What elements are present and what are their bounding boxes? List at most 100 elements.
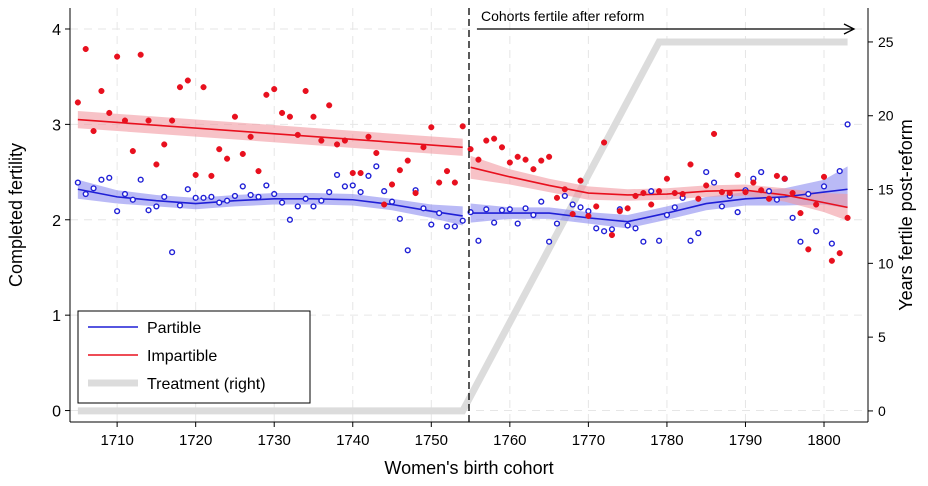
data-point	[357, 169, 364, 177]
data-point	[161, 141, 168, 148]
data-point	[671, 204, 678, 211]
data-point	[600, 228, 608, 235]
data-point	[137, 176, 144, 183]
data-point	[828, 240, 835, 247]
data-point	[506, 159, 513, 166]
data-point	[412, 190, 419, 197]
data-point	[310, 113, 317, 120]
data-point	[381, 201, 388, 208]
data-point	[286, 216, 294, 223]
data-point	[129, 196, 136, 203]
y2-tick-label: 15	[878, 182, 894, 198]
data-point	[695, 230, 702, 237]
data-point	[577, 204, 584, 211]
data-point	[483, 206, 490, 213]
data-point	[349, 169, 356, 177]
fit-line	[470, 166, 848, 209]
data-point	[553, 220, 561, 227]
data-point	[145, 117, 152, 124]
data-point	[302, 195, 309, 202]
data-point	[318, 137, 325, 144]
data-point	[514, 220, 521, 227]
data-point	[318, 197, 325, 204]
data-point	[593, 203, 600, 210]
data-point	[546, 238, 553, 245]
data-point	[286, 113, 293, 120]
data-point	[687, 237, 694, 244]
data-point	[844, 121, 851, 128]
data-point	[530, 166, 537, 173]
fit-line	[77, 188, 463, 217]
y2-tick-label: 25	[878, 34, 894, 50]
x-tick-label: 1760	[493, 432, 526, 449]
data-point	[404, 247, 411, 254]
data-point	[781, 175, 788, 182]
data-point	[475, 237, 482, 244]
data-point	[718, 203, 726, 210]
data-point	[569, 210, 576, 218]
y2-tick-label: 10	[878, 255, 894, 271]
data-point	[561, 186, 568, 193]
data-point	[836, 168, 843, 175]
data-point	[467, 146, 474, 153]
data-point	[381, 188, 388, 195]
data-point	[326, 102, 333, 109]
data-point	[805, 190, 812, 198]
data-point	[428, 124, 435, 131]
data-point	[396, 215, 403, 222]
data-point	[404, 157, 411, 164]
data-point	[216, 146, 223, 153]
data-point	[341, 183, 349, 190]
legend-label: Treatment (right)	[147, 376, 266, 393]
y-tick-label: 2	[52, 213, 61, 230]
data-point	[789, 190, 796, 197]
x-tick-label: 1800	[807, 432, 840, 449]
data-point	[640, 190, 647, 197]
y2-tick-label: 0	[878, 403, 886, 419]
data-point	[679, 190, 686, 198]
data-point	[750, 179, 757, 186]
data-point	[443, 223, 451, 230]
data-point	[765, 188, 773, 195]
x-tick-label: 1770	[572, 432, 605, 449]
data-point	[255, 168, 262, 175]
data-point	[577, 177, 584, 184]
data-point	[373, 149, 380, 157]
data-point	[695, 195, 702, 202]
data-point	[106, 174, 113, 181]
data-point	[797, 238, 804, 245]
data-point	[530, 211, 537, 219]
data-point	[742, 189, 749, 196]
data-point	[491, 219, 498, 226]
data-point	[624, 222, 631, 229]
y-tick-label: 1	[52, 308, 61, 325]
data-point	[703, 168, 710, 176]
data-point	[459, 217, 466, 224]
data-point	[601, 139, 608, 146]
data-point	[208, 172, 215, 179]
data-point	[451, 179, 458, 186]
data-point	[420, 205, 427, 212]
annotation: Cohorts fertile after reform	[481, 8, 644, 24]
data-point	[200, 194, 207, 201]
data-point	[710, 179, 718, 186]
data-point	[365, 172, 372, 179]
data-point	[624, 205, 631, 212]
data-point	[294, 131, 301, 138]
data-point	[553, 194, 561, 201]
data-point	[271, 190, 278, 198]
data-point	[436, 179, 443, 186]
data-point	[765, 195, 773, 202]
x-tick-label: 1790	[729, 432, 762, 449]
data-point	[663, 175, 670, 182]
data-point	[365, 133, 372, 140]
data-point	[436, 209, 443, 217]
data-point	[522, 156, 529, 163]
data-point	[820, 173, 828, 180]
legend-label: Impartible	[147, 348, 217, 365]
data-point	[310, 203, 317, 210]
data-point	[192, 194, 199, 201]
data-point	[538, 157, 545, 164]
data-point	[114, 208, 121, 215]
data-point	[82, 45, 89, 53]
